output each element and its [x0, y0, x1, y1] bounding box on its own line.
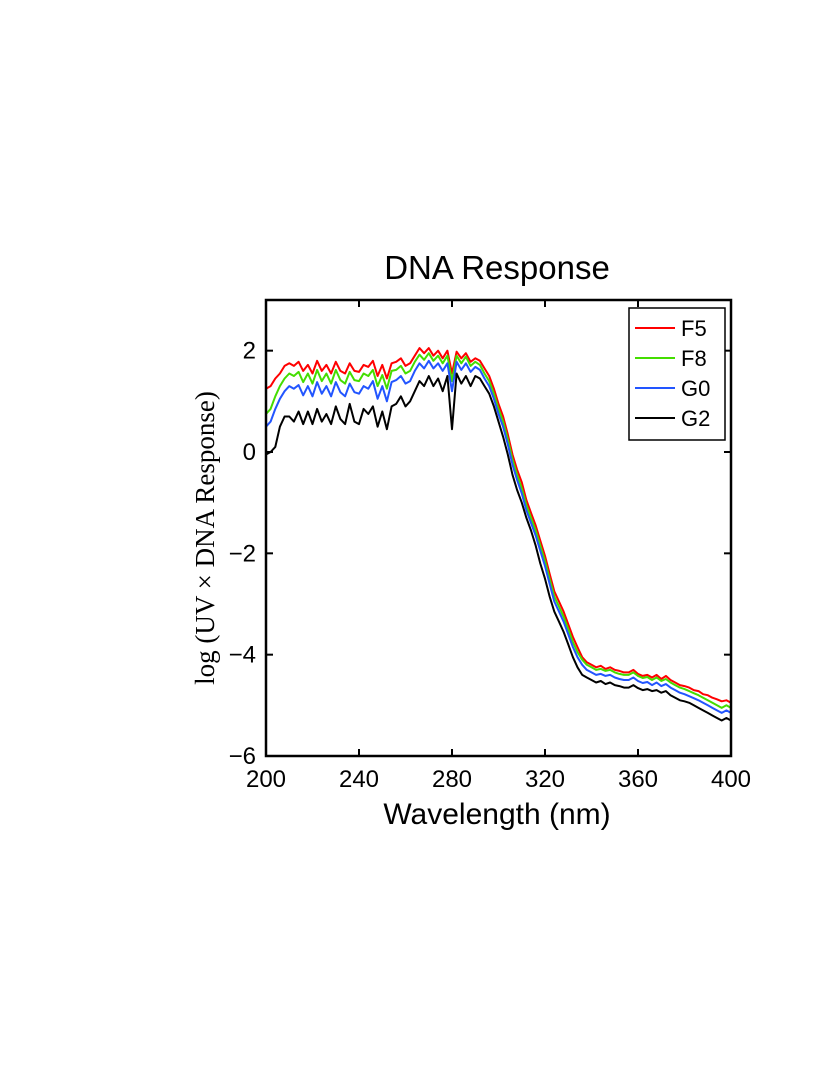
- x-tick-label: 240: [339, 766, 379, 793]
- x-tick-label: 280: [432, 766, 472, 793]
- x-tick-label: 360: [618, 766, 658, 793]
- series-line-f5: [265, 347, 732, 704]
- axis-ticks: 200 240 280 320 360 400 −6 −4 −2 0 2: [229, 300, 751, 793]
- plot-area: [265, 347, 732, 722]
- legend-label: G2: [681, 406, 710, 431]
- x-tick-label: 200: [246, 766, 286, 793]
- series-line-g2: [265, 372, 732, 722]
- y-tick-label: 0: [243, 439, 256, 466]
- legend-label: G0: [681, 376, 710, 401]
- x-axis-label: Wavelength (nm): [383, 798, 610, 831]
- x-tick-label: 320: [525, 766, 565, 793]
- y-tick-label: −2: [229, 540, 256, 567]
- series-line-g0: [265, 359, 732, 714]
- y-tick-label: −6: [229, 743, 256, 770]
- legend: F5 F8 G0 G2: [628, 307, 726, 441]
- legend-label: F5: [681, 316, 707, 341]
- x-tick-label: 400: [711, 766, 751, 793]
- chart-title: DNA Response: [384, 249, 610, 286]
- legend-label: F8: [681, 346, 707, 371]
- y-axis-label: log (UV × DNA Response): [190, 391, 220, 685]
- plot-frame: [264, 298, 733, 758]
- y-tick-label: −4: [229, 642, 256, 669]
- series-line-f8: [265, 352, 732, 709]
- y-tick-label: 2: [243, 338, 256, 365]
